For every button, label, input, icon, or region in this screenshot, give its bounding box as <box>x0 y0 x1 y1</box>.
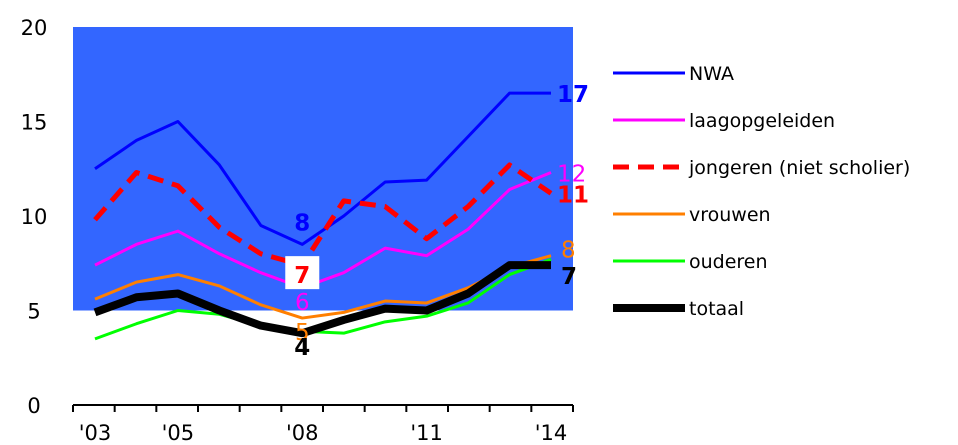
series-line-nwa <box>94 91 551 246</box>
legend-label: jongeren (niet scholier) <box>688 157 910 179</box>
x-tick-label: '08 <box>286 421 319 445</box>
data-label: 11 <box>557 182 589 208</box>
y-tick-label: 0 <box>27 394 40 418</box>
legend-label: laagopgeleiden <box>689 110 835 132</box>
data-label: 8 <box>294 210 310 236</box>
data-label: 12 <box>557 162 586 188</box>
series-line-ouderen <box>94 258 552 341</box>
legend-label: ouderen <box>689 251 768 273</box>
data-label: 17 <box>557 82 589 108</box>
series-line-laagopgeleiden <box>94 171 552 290</box>
y-tick-label: 15 <box>21 111 48 135</box>
data-label: 8 <box>561 238 576 264</box>
data-label: 7 <box>294 263 310 289</box>
legend-label: NWA <box>689 63 734 85</box>
x-tick-label: '14 <box>535 421 568 445</box>
legend-label: totaal <box>689 298 744 320</box>
y-tick-label: 5 <box>27 300 40 324</box>
plot-background <box>73 27 573 311</box>
x-tick-label: '05 <box>162 421 195 445</box>
y-tick-label: 20 <box>21 16 48 40</box>
data-label: 4 <box>294 335 310 361</box>
data-label: 7 <box>561 264 577 290</box>
legend-label: vrouwen <box>689 204 771 226</box>
y-tick-label: 10 <box>21 205 48 229</box>
series-line-totaal <box>93 261 551 338</box>
data-label: 5 <box>295 320 310 346</box>
series-line-jongeren-niet-scholier- <box>93 162 553 268</box>
x-tick-label: '03 <box>79 421 112 445</box>
x-tick-label: '11 <box>410 421 443 445</box>
data-label-box <box>285 256 320 290</box>
data-label: 6 <box>295 290 310 316</box>
